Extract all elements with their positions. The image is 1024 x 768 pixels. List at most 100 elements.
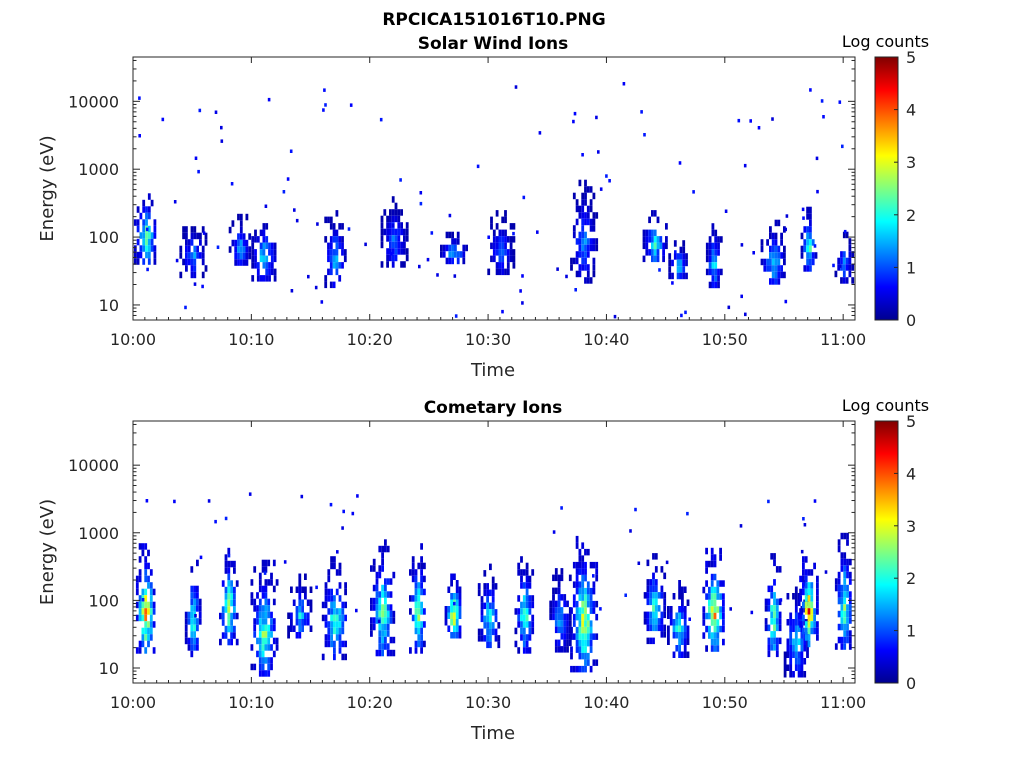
heatmap-cell — [147, 562, 150, 570]
heatmap-cell — [678, 612, 681, 619]
heatmap-cell — [251, 255, 255, 263]
heatmap-cell — [646, 624, 650, 632]
heatmap-cell — [380, 235, 384, 242]
heatmap-cell — [264, 618, 268, 625]
heatmap-cell — [327, 268, 330, 276]
heatmap-cell — [586, 186, 590, 193]
heatmap-cell — [775, 566, 779, 573]
heatmap-cell — [494, 635, 498, 642]
heatmap-cell — [775, 624, 779, 632]
heatmap-cell — [135, 601, 139, 609]
heatmap-cell — [504, 236, 507, 243]
heatmap-cell — [713, 632, 717, 639]
heatmap-cell — [381, 617, 384, 624]
heatmap-cell — [270, 255, 274, 263]
heatmap-cell — [708, 593, 711, 600]
heatmap-cell — [676, 259, 680, 267]
heatmap-cell — [775, 618, 779, 625]
heatmap-cell — [783, 664, 787, 671]
heatmap-cell — [595, 574, 599, 582]
heatmap-cell — [528, 595, 532, 602]
heatmap-cell — [462, 244, 466, 252]
heatmap-cell — [675, 612, 679, 619]
heatmap-cell — [649, 624, 653, 632]
sparse-count — [572, 119, 575, 124]
heatmap-cell — [774, 219, 778, 227]
heatmap-cell — [581, 238, 585, 245]
heatmap-cell — [816, 588, 819, 596]
heatmap-cell — [298, 606, 302, 613]
heatmap-cell — [848, 643, 852, 650]
heatmap-cell — [261, 559, 265, 567]
heatmap-cell — [807, 595, 811, 602]
heatmap-cell — [389, 215, 392, 223]
heatmap-cell — [417, 582, 421, 589]
heatmap-cell — [267, 579, 271, 586]
heatmap-cell — [190, 644, 194, 651]
plot-frame — [132, 420, 856, 684]
panel-title: Solar Wind Ions — [418, 34, 569, 54]
heatmap-cell — [586, 620, 590, 627]
heatmap-cell — [685, 253, 688, 260]
sparse-count — [634, 507, 637, 512]
heatmap-cell — [578, 231, 582, 239]
heatmap-cell — [589, 587, 593, 595]
heatmap-cell — [245, 213, 249, 221]
heatmap-cell — [386, 578, 390, 585]
heatmap-cell — [671, 259, 674, 267]
sparse-count — [390, 252, 393, 256]
heatmap-cell — [575, 199, 579, 206]
heatmap-cell — [335, 608, 339, 615]
heatmap-cell — [417, 640, 421, 648]
heatmap-cell — [149, 569, 153, 576]
heatmap-cell — [764, 598, 768, 606]
heatmap-cell — [802, 627, 805, 635]
heatmap-cell — [663, 605, 667, 612]
x-axis-label: Time — [470, 360, 515, 381]
heatmap-cell — [239, 259, 243, 266]
heatmap-cell — [816, 621, 819, 628]
heatmap-cell — [778, 637, 782, 645]
heatmap-cell — [716, 606, 720, 613]
heatmap-cell — [498, 262, 502, 269]
heatmap-cell — [394, 202, 398, 210]
heatmap-cell — [332, 262, 336, 269]
heatmap-cell — [324, 281, 328, 289]
heatmap-cell — [489, 609, 492, 616]
heatmap-cell — [705, 255, 709, 263]
heatmap-cell — [682, 272, 686, 280]
heatmap-cell — [309, 625, 313, 632]
heatmap-cell — [834, 578, 838, 585]
heatmap-cell — [657, 624, 661, 632]
heatmap-cell — [265, 268, 269, 276]
sparse-count — [355, 608, 358, 613]
heatmap-cell — [309, 586, 313, 593]
heatmap-cell — [786, 645, 790, 652]
heatmap-cell — [834, 643, 838, 650]
heatmap-cell — [187, 618, 191, 625]
heatmap-cell — [774, 278, 778, 285]
heatmap-cell — [806, 651, 809, 658]
heatmap-cell — [268, 242, 271, 250]
heatmap-cell — [490, 223, 493, 230]
heatmap-cell — [251, 242, 255, 250]
heatmap-cell — [789, 664, 793, 671]
y-axis-label: Energy (eV) — [37, 135, 58, 241]
heatmap-cell — [774, 271, 778, 279]
heatmap-cell — [333, 653, 336, 661]
heatmap-cell — [654, 585, 658, 593]
sparse-count — [671, 281, 674, 285]
sparse-count — [678, 161, 682, 165]
heatmap-cell — [780, 232, 783, 240]
heatmap-cell — [458, 612, 462, 619]
heatmap-cell — [486, 596, 489, 603]
heatmap-cell — [520, 569, 523, 576]
heatmap-cell — [501, 268, 505, 276]
heatmap-cell — [400, 228, 403, 236]
heatmap-cell — [233, 632, 236, 639]
heatmap-cell — [722, 593, 725, 600]
heatmap-cell — [804, 621, 808, 628]
heatmap-cell — [265, 255, 269, 263]
heatmap-cells — [135, 532, 852, 678]
heatmap-cell — [512, 262, 516, 269]
